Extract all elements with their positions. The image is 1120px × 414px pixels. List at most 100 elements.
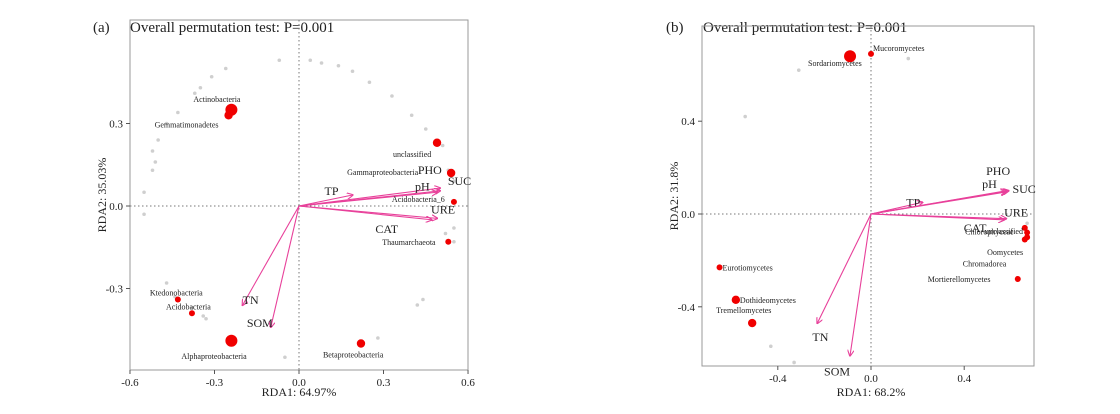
y-axis-label: RDA2: 31.8%: [667, 162, 681, 231]
grey-point: [153, 160, 158, 164]
taxon-label: Acidobacteria_6: [392, 195, 445, 204]
grey-point: [283, 355, 287, 360]
plot-frame: [701, 25, 1035, 367]
taxon-label: unclassified: [393, 150, 431, 159]
x-tick-label: 0.6: [461, 377, 475, 389]
grey-point: [452, 239, 456, 244]
grey-point: [223, 66, 228, 71]
grey-point: [390, 94, 394, 98]
arrow-label: TN: [243, 293, 259, 307]
taxon-label: Chromadorea: [963, 260, 1007, 269]
taxon-point: [224, 111, 233, 120]
taxon-point: [1021, 224, 1028, 231]
taxon-label: Sordariomycetes: [808, 59, 862, 68]
grey-point: [350, 69, 355, 74]
taxon-label: Gemmatimonadetes: [155, 120, 219, 129]
grey-point: [415, 303, 420, 307]
panel-label: (b): [666, 20, 684, 36]
panel-title: Overall permutation test: P=0.001: [703, 20, 907, 36]
grey-point: [308, 58, 313, 63]
arrow-som: [271, 205, 300, 327]
taxon-point: [868, 50, 874, 57]
grey-point: [198, 85, 203, 90]
arrow-label: TP: [325, 184, 339, 198]
y-tick-label: 0.0: [681, 209, 695, 221]
taxon-label: Mucoromycetes: [873, 44, 925, 53]
panel-b: (b) Overall permutation test: P=0.001 -0.4…: [666, 20, 1036, 399]
y-tick-label: 0.0: [109, 201, 123, 213]
grey-point: [421, 297, 425, 302]
grey-point: [142, 190, 146, 195]
y-axis-label: RDA2: 35.03%: [95, 158, 109, 233]
taxon-point: [225, 334, 238, 347]
grey-point: [743, 114, 747, 119]
grey-point: [164, 281, 169, 285]
taxon-point: [716, 264, 723, 271]
taxon-label: Tremellomycetes: [716, 306, 771, 315]
grey-point: [452, 226, 456, 230]
arrow-label: PHO: [418, 163, 442, 177]
arrow-label: TN: [812, 330, 828, 344]
grey-point: [452, 179, 456, 184]
taxon-label: Gammaproteobacteria: [347, 168, 419, 177]
grey-point: [1025, 221, 1029, 226]
y-tick-label: -0.4: [678, 302, 696, 314]
grey-point: [190, 305, 194, 310]
panel-a: (a) Overall permutation test: P=0.001 -0.6…: [93, 19, 475, 399]
arrow-tn: [817, 213, 872, 323]
grey-point: [201, 314, 206, 318]
grey-point: [796, 68, 801, 72]
grey-point: [209, 74, 214, 79]
taxon-point: [731, 295, 741, 305]
taxon-point: [1024, 229, 1031, 236]
grey-point: [142, 212, 146, 217]
taxon-label: Thaumarchaeota: [382, 238, 436, 247]
grey-point: [367, 80, 372, 85]
taxon-label: Actinobacteria: [193, 95, 241, 104]
x-axis-label: RDA1: 64.97%: [262, 385, 337, 399]
grey-point: [440, 143, 445, 148]
panel-title: Overall permutation test: P=0.001: [130, 20, 334, 36]
arrow-tp: [298, 195, 353, 207]
arrow-label: CAT: [964, 221, 987, 235]
taxon-point: [747, 318, 757, 328]
grey-point: [319, 61, 324, 65]
grey-point: [409, 113, 414, 118]
taxon-label: Betaproteobacteria: [323, 351, 384, 360]
taxon-point: [446, 168, 456, 178]
arrow-label: URE: [1004, 206, 1028, 220]
x-tick-label: -0.4: [769, 373, 787, 385]
taxon-point: [188, 310, 195, 317]
arrow-som: [850, 213, 872, 356]
arrow-suc: [298, 191, 440, 207]
taxon-label: Eurotiomycetes: [723, 263, 773, 272]
grey-point: [376, 336, 380, 340]
grey-point: [164, 121, 169, 126]
x-tick-label: 0.3: [377, 377, 391, 389]
taxon-point: [1014, 275, 1021, 282]
taxon-label: Acidobacteria: [166, 302, 211, 311]
grey-point: [156, 138, 160, 142]
grey-point: [443, 231, 448, 236]
y-tick-label: 0.4: [681, 116, 695, 128]
taxon-point: [450, 198, 457, 205]
grey-point: [150, 149, 155, 153]
arrow-label: CAT: [375, 222, 398, 236]
taxon-point: [174, 296, 181, 303]
arrow-label: pH: [415, 179, 430, 193]
taxon-point: [432, 138, 442, 147]
arrow-cat: [870, 213, 1004, 220]
y-tick-label: 0.3: [109, 119, 123, 131]
taxon-label: Mortierellomycetes: [928, 275, 991, 284]
x-tick-label: 0.0: [292, 377, 306, 389]
grey-point: [423, 127, 428, 131]
panel-label: (a): [93, 20, 110, 36]
taxon-point: [445, 238, 452, 245]
grey-point: [176, 110, 180, 115]
x-tick-label: 0.4: [957, 373, 971, 385]
arrow-label: SUC: [448, 174, 471, 188]
grey-point: [769, 344, 773, 349]
arrow-label: SUC: [1012, 182, 1035, 196]
grey-point: [906, 56, 911, 61]
x-tick-label: 0.0: [864, 373, 878, 385]
